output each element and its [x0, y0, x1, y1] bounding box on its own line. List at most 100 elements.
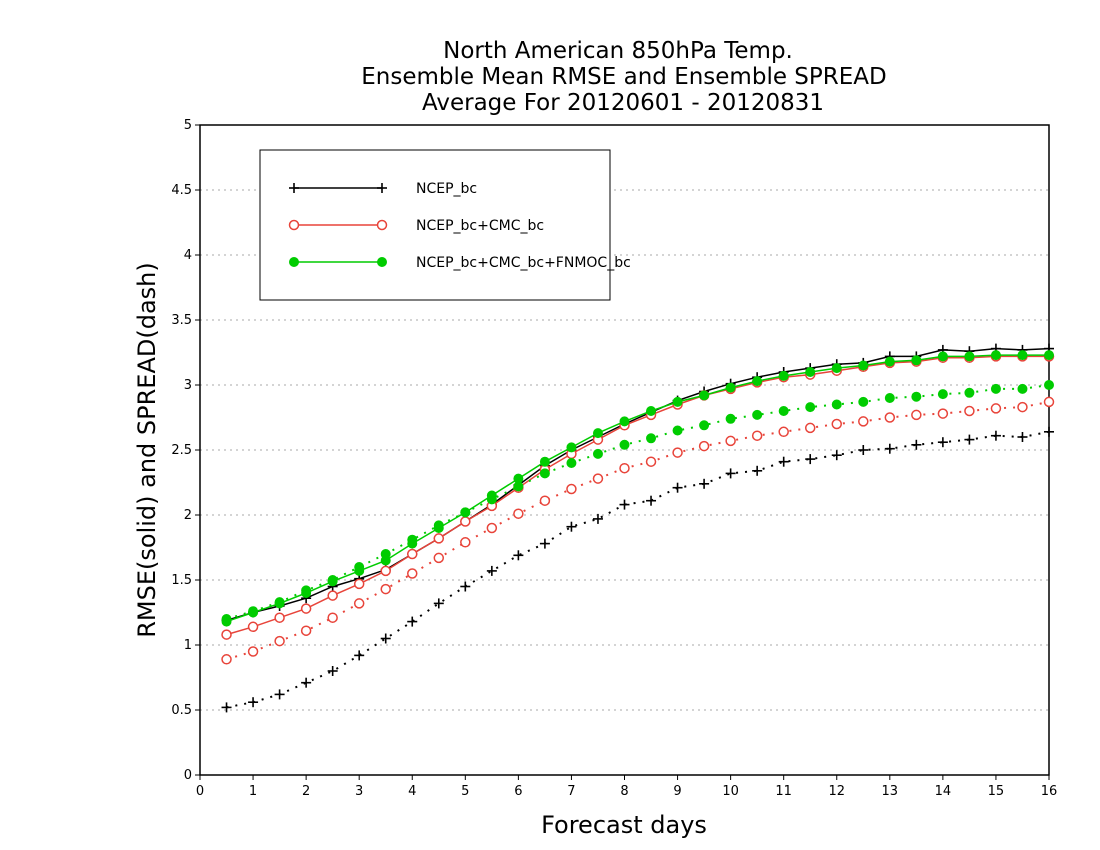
series-group	[221, 343, 1055, 713]
y-tick-label-10: 5	[184, 118, 192, 133]
series-1-spread-point-26	[911, 409, 922, 421]
series-2-spread-point-29	[990, 383, 1001, 394]
series-0-spread-point-21	[778, 456, 789, 467]
x-tick-label-8: 8	[620, 784, 628, 799]
series-1-spread-point-28	[964, 405, 975, 417]
legend-marker-left-0	[289, 183, 299, 193]
series-2-spread-point-13	[566, 458, 577, 468]
series-0-spread-point-14	[592, 513, 603, 524]
series-0-rmse-line	[226, 347, 1050, 622]
series-1-rmse-line	[226, 355, 1049, 636]
series-1-rmse-point-5	[353, 578, 365, 590]
series-0-spread-point-10	[486, 565, 497, 576]
series-1-spread-point-22	[804, 422, 816, 434]
series-0-spread-point-24	[858, 445, 869, 455]
series-0-spread-point-6	[380, 633, 391, 644]
legend: NCEP_bc NCEP_bc+CMC_bc NCEP_bc+CMC_bc+FNMO…	[259, 149, 631, 301]
series-1-spread-point-16	[645, 456, 657, 467]
series-2-spread-point-27	[937, 389, 948, 400]
y-tick-label-7: 3.5	[171, 313, 192, 328]
series-2-rmse-point-2	[274, 598, 285, 609]
y-tick-label-2: 1	[184, 638, 192, 653]
y-tick-label-6: 3	[184, 378, 192, 393]
series-1-spread-point-7	[407, 568, 418, 579]
series-2-rmse-point-7	[407, 538, 418, 549]
series-0-spread-point-26	[911, 439, 922, 450]
series-0-spread-point-28	[964, 434, 975, 445]
series-1-spread-point-19	[725, 435, 736, 447]
series-2-rmse-point-22	[805, 367, 816, 377]
series-2-rmse-point-17	[672, 396, 683, 407]
series-1-spread-point-20	[751, 430, 763, 441]
series-1-spread-point-4	[327, 612, 338, 623]
series-1-rmse-point-3	[300, 603, 312, 614]
series-2-rmse-point-30	[1017, 350, 1028, 361]
series-1-spread-point-14	[592, 473, 604, 484]
series-0-spread-point-27	[937, 437, 948, 448]
series-1-spread-line	[226, 400, 1050, 661]
series-2-rmse-point-25	[884, 356, 895, 367]
legend-marker-right-2	[377, 257, 387, 267]
x-tick-label-10: 10	[722, 784, 739, 799]
series-2-rmse-point-24	[858, 360, 869, 371]
series-0-spread-point-3	[301, 677, 312, 688]
x-tick-label-1: 1	[249, 784, 257, 799]
series-2-rmse-point-1	[248, 607, 259, 618]
series-1-spread-point-5	[353, 598, 365, 609]
y-tick-label-0: 0	[184, 768, 192, 783]
chart-title-line-3: Average For 20120601 - 20120831	[422, 90, 824, 116]
series-2-rmse	[221, 350, 1054, 627]
series-2-spread-point-31	[1044, 380, 1054, 390]
x-tick-label-13: 13	[882, 784, 899, 799]
series-0-spread-point-7	[407, 616, 418, 627]
series-2-spread-point-25	[884, 393, 895, 403]
x-axis-label: Forecast days	[541, 811, 707, 839]
series-1-rmse-point-8	[433, 533, 445, 544]
series-1-rmse-point-9	[460, 516, 471, 527]
x-axis-ticks: 0 1 2 3 4 5 6 7 8 9 10 11 12 13 14 15 16	[196, 775, 1057, 799]
series-1-spread-point-6	[380, 583, 391, 595]
x-tick-label-4: 4	[408, 784, 416, 799]
series-1-rmse-point-2	[274, 612, 285, 623]
series-2-rmse-point-4	[327, 576, 338, 587]
series-0-spread-point-19	[725, 468, 736, 479]
series-2-spread-point-24	[858, 396, 869, 407]
x-tick-label-6: 6	[514, 784, 522, 799]
y-tick-label-9: 4.5	[171, 183, 192, 198]
series-1-spread-point-2	[274, 635, 285, 647]
x-tick-label-2: 2	[302, 784, 310, 799]
series-1-rmse-point-1	[247, 621, 259, 633]
series-1-spread	[221, 396, 1055, 665]
legend-label-1: NCEP_bc+CMC_bc	[416, 218, 544, 234]
x-tick-label-15: 15	[988, 784, 1005, 799]
series-0-spread-point-25	[884, 443, 895, 454]
series-2-spread-point-28	[964, 387, 975, 398]
series-1-spread-point-12	[539, 495, 551, 506]
series-0-spread-point-13	[566, 521, 577, 532]
series-2-spread-point-26	[911, 391, 922, 402]
series-0-spread-point-30	[1017, 432, 1028, 442]
series-0-spread-point-0	[221, 702, 232, 713]
series-1-rmse-point-6	[380, 565, 391, 577]
series-0-spread-point-1	[248, 697, 259, 708]
series-0-spread-point-4	[327, 666, 338, 676]
y-tick-label-5: 2.5	[171, 443, 192, 458]
series-2-spread-point-17	[672, 425, 683, 436]
legend-label-0: NCEP_bc	[416, 181, 477, 197]
chart-title: North American 850hPa Temp. Ensemble Mea…	[361, 38, 886, 116]
series-0-rmse	[221, 343, 1054, 626]
series-0-spread-point-31	[1044, 426, 1054, 437]
y-axis-ticks: 0 0.5 1 1.5 2 2.5 3 3.5 4 4.5 5	[171, 118, 200, 783]
series-2-rmse-point-3	[301, 588, 312, 598]
series-2-spread-point-18	[699, 420, 710, 431]
series-2-rmse-point-5	[354, 565, 365, 576]
y-tick-label-3: 1.5	[171, 573, 192, 588]
series-2-spread-point-22	[805, 402, 816, 413]
series-2-rmse-point-11	[513, 473, 524, 484]
series-2-rmse-point-28	[964, 351, 975, 362]
x-tick-label-11: 11	[775, 784, 792, 799]
series-0-spread	[221, 426, 1054, 713]
series-1-spread-point-8	[433, 552, 445, 564]
series-2-spread-point-12	[539, 468, 550, 479]
series-1-spread-point-11	[513, 508, 524, 519]
